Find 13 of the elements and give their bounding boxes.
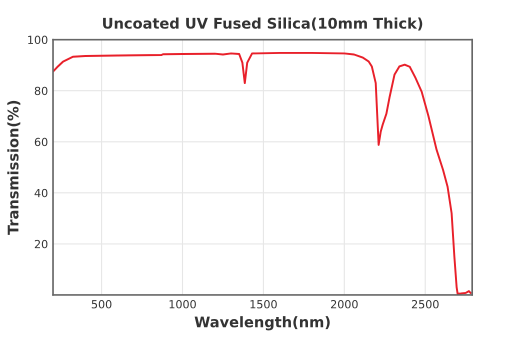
y-tick-label: 40 [34, 188, 48, 198]
x-tick-label: 2500 [412, 300, 439, 308]
chart-title: Uncoated UV Fused Silica(10mm Thick) [103, 17, 422, 30]
x-axis-title: Wavelength(nm) [194, 316, 330, 330]
y-axis-title: Transmission(%) [7, 100, 20, 235]
x-tick-label: 2000 [331, 300, 358, 308]
x-tick-label: 1000 [170, 300, 196, 308]
y-tick-label: 100 [28, 36, 48, 44]
y-tick-label: 20 [34, 240, 48, 248]
y-tick-label: 80 [34, 86, 48, 96]
x-tick-label: 1500 [250, 300, 277, 308]
y-tick-label: 60 [34, 138, 48, 146]
x-tick-label: 500 [92, 300, 112, 308]
